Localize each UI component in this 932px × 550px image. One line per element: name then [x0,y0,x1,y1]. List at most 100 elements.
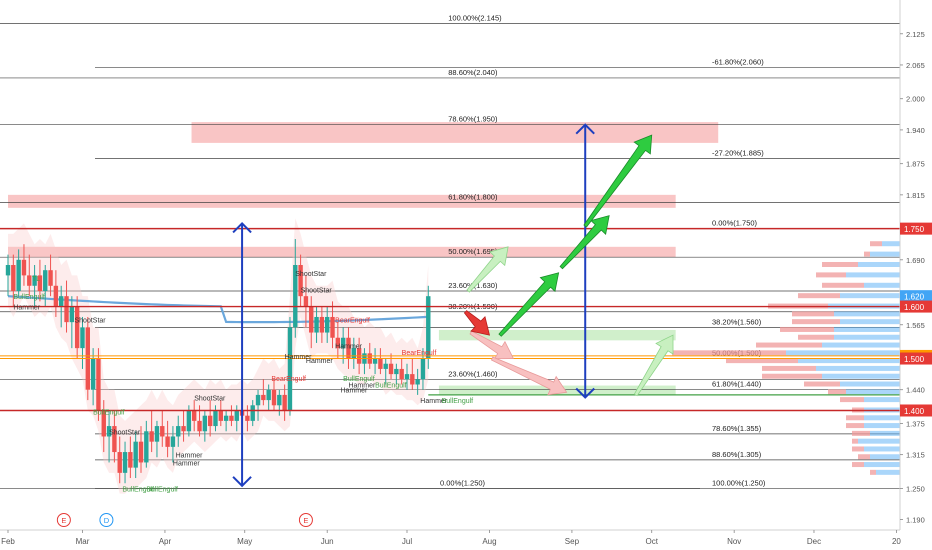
volume-bar-up [834,334,900,340]
pattern-label: BullEngulf [146,486,178,493]
fib-label: 88.60%(2.040) [448,68,498,77]
pattern-label: BullEngulf [122,486,154,493]
price-tag-label: 1.750 [904,225,925,234]
pattern-label: BullEngulf [343,376,375,383]
pattern-label: ShootStar [301,287,333,294]
pattern-label: Hammer [13,305,41,312]
volume-bar-down [804,381,840,387]
pattern-label: Hammer [285,354,313,361]
volume-bar-up [858,262,900,267]
volume-bar-up [822,342,900,348]
projection-arrow-up [583,134,653,228]
volume-bar-down [870,241,882,247]
candle-body [112,426,117,453]
volume-bar-up [864,415,900,421]
candle-body [404,374,410,380]
fib-label: 50.00%(1.695) [448,247,498,256]
candle-body [346,337,351,359]
price-tag-label: 1.600 [904,303,925,312]
measure-arrow-head [232,476,252,488]
volume-bar-up [834,311,900,317]
fib-label: 61.80%(1.440) [712,380,762,389]
candle-body [133,441,138,468]
pattern-label: ShootStar [109,429,141,436]
volume-bar-up [816,365,900,371]
time-tick-label: Aug [482,537,496,546]
candle-body [319,316,325,333]
volume-bar-down [816,272,846,278]
candle-body [11,265,16,291]
candle-body [303,296,309,307]
event-marker[interactable] [298,513,313,527]
time-tick-label: Apr [159,537,172,546]
price-axis[interactable]: 1.1901.2501.3151.3751.4401.5001.5651.625… [899,0,932,550]
candle-body [37,275,43,291]
candle-body [399,368,404,380]
volume-bar-down [780,326,834,332]
candle-body [122,452,128,473]
event-marker-label: D [104,516,110,525]
event-marker-label: E [303,516,308,525]
event-marker[interactable] [99,513,114,527]
volume-bar-down [846,423,864,429]
candle-body [293,265,298,328]
candle-body [394,368,399,375]
time-tick-label: Feb [1,537,15,546]
measure-arrow-head [575,387,595,399]
candle-body [335,337,341,349]
price-tick-label: 1.250 [906,484,925,493]
candle-body [154,426,160,442]
volume-bar-up [822,373,900,379]
time-tick-label: 20 [892,537,901,546]
candle-body [314,316,319,333]
volume-bar-down [852,446,864,452]
price-tag [900,290,932,303]
zone [438,329,676,341]
candle-body [160,426,165,437]
volume-bar-down [852,430,870,436]
volume-bar-up [864,462,900,468]
event-marker[interactable] [56,513,71,527]
candle-body [415,379,420,385]
candle-body [202,415,208,432]
fib-label: 100.00%(2.145) [448,13,502,22]
candle-body [197,420,202,432]
candle-body [138,441,144,463]
fib-label: -61.80%(2.060) [712,58,764,67]
volume-bar-up [870,454,900,460]
price-tick-label: 2.000 [906,95,925,104]
time-axis[interactable]: Feb Mar Apr May Jun Jul Aug Sep Oct Nov Dec 20 [0,529,901,546]
volume-bar-down [846,415,864,421]
candle-body [106,426,112,437]
price-tick-label: 1.875 [906,160,925,169]
pattern-label: Hammer [341,388,369,395]
volume-bar-up [864,446,900,452]
candle-body [309,306,314,333]
candle-body [90,358,96,390]
candle-body [96,358,101,411]
time-tick-label: Jul [402,537,412,546]
candle-body [255,394,261,406]
candle-body [383,363,388,369]
event-marker-label: E [61,516,66,525]
volume-bar-up [798,358,900,364]
candle-body [165,436,170,447]
candle-body [340,337,346,349]
candle-body [27,275,32,286]
candle-body [271,389,277,406]
price-tick-label: 1.375 [906,419,925,428]
volume-bar-down [792,311,834,317]
candle-body [181,426,186,432]
price-tag [900,222,932,235]
pattern-label: BearEngulf [402,350,437,357]
ribbon-cloud [8,218,429,494]
volume-bar-up [846,389,900,395]
candle-body [43,270,48,291]
fib-label: 0.00%(1.750) [712,219,758,228]
price-axis-bg [900,0,932,550]
candle-body [282,394,287,411]
fib-label: 78.60%(1.950) [448,115,498,124]
time-tick-label: Mar [76,537,90,546]
